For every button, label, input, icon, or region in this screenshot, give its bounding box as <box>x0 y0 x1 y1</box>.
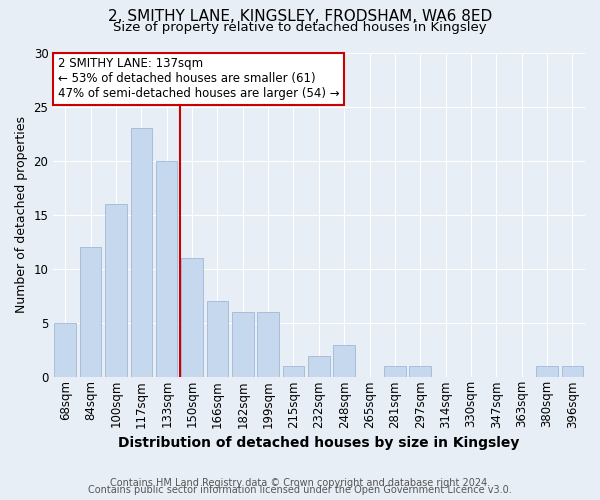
Bar <box>55 323 76 378</box>
Text: 2, SMITHY LANE, KINGSLEY, FRODSHAM, WA6 8ED: 2, SMITHY LANE, KINGSLEY, FRODSHAM, WA6 … <box>108 9 492 24</box>
Bar <box>181 258 203 378</box>
Bar <box>105 204 127 378</box>
Bar <box>384 366 406 378</box>
Text: 2 SMITHY LANE: 137sqm
← 53% of detached houses are smaller (61)
47% of semi-deta: 2 SMITHY LANE: 137sqm ← 53% of detached … <box>58 58 340 100</box>
Text: Contains public sector information licensed under the Open Government Licence v3: Contains public sector information licen… <box>88 485 512 495</box>
Bar <box>80 248 101 378</box>
Bar <box>257 312 279 378</box>
Bar <box>131 128 152 378</box>
Bar <box>283 366 304 378</box>
Text: Contains HM Land Registry data © Crown copyright and database right 2024.: Contains HM Land Registry data © Crown c… <box>110 478 490 488</box>
X-axis label: Distribution of detached houses by size in Kingsley: Distribution of detached houses by size … <box>118 436 520 450</box>
Bar <box>334 345 355 378</box>
Text: Size of property relative to detached houses in Kingsley: Size of property relative to detached ho… <box>113 21 487 34</box>
Y-axis label: Number of detached properties: Number of detached properties <box>15 116 28 314</box>
Bar <box>562 366 583 378</box>
Bar <box>206 302 228 378</box>
Bar <box>156 161 178 378</box>
Bar <box>409 366 431 378</box>
Bar <box>308 356 329 378</box>
Bar <box>536 366 558 378</box>
Bar <box>232 312 254 378</box>
